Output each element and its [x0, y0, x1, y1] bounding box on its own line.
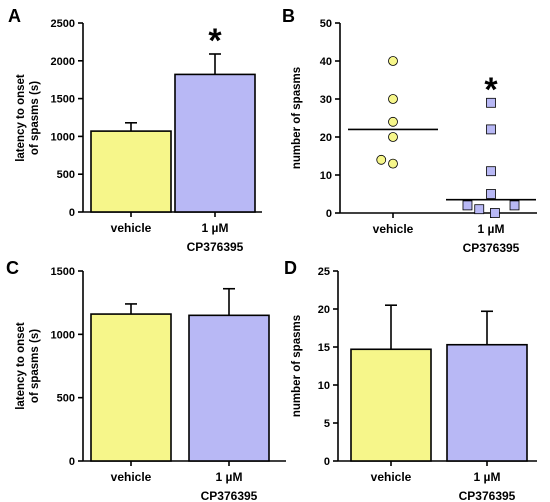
- y-tick-label-d: 5: [324, 418, 330, 430]
- chart-panel-c: 0 500 1000 1500 latency to onset of spasms (s…: [15, 266, 286, 502]
- x-tick-sublabel-b: CP376395: [463, 241, 520, 255]
- y-tick-label-c: 1500: [51, 266, 75, 278]
- chart-panel-a: 0 500 1000 1500 2000 2500 latency to onset of s…: [15, 18, 262, 254]
- y-tick-label-c: 0: [69, 456, 75, 468]
- significance-marker-b: *: [484, 71, 498, 109]
- bar-d: [350, 348, 432, 462]
- panel-letter-b: B: [282, 6, 295, 26]
- y-tick-label-d: 0: [324, 456, 330, 468]
- y-axis-label-d: number of spasms: [291, 315, 303, 417]
- data-point-b: [388, 132, 398, 142]
- y-axis-label-b: number of spasms: [291, 67, 303, 169]
- data-point-b: [486, 97, 496, 108]
- y-tick-label-b: 10: [320, 170, 332, 182]
- bar-c: [188, 314, 270, 462]
- panel-letter-d: D: [284, 258, 297, 278]
- data-point-b: [388, 94, 398, 104]
- y-tick-label-d: 15: [318, 342, 330, 354]
- x-tick-label-a: 1 µM: [202, 221, 229, 235]
- y-tick-label-a: 2500: [51, 18, 75, 30]
- x-tick-sublabel-a: CP376395: [187, 240, 244, 254]
- data-point-b: [376, 154, 387, 165]
- y-tick-label-b: 40: [320, 56, 332, 68]
- y-tick-label-a: 500: [57, 169, 75, 181]
- bar-a: [90, 130, 172, 213]
- data-point-b: [486, 166, 496, 177]
- x-tick-sublabel-d: CP376395: [459, 489, 516, 502]
- y-axis-label-a: of spasms (s): [29, 81, 41, 155]
- data-point-b: [388, 56, 398, 66]
- x-tick-label-b: 1 µM: [478, 222, 505, 236]
- x-tick-label-d: vehicle: [371, 470, 412, 484]
- y-tick-label-b: 20: [320, 132, 332, 144]
- y-tick-label-d: 10: [318, 380, 330, 392]
- y-tick-label-b: 50: [320, 18, 332, 30]
- y-tick-label-d: 20: [318, 304, 330, 316]
- data-point-b: [462, 200, 473, 211]
- chart-panel-d: 0 5 10 15 20 25 number of spasms vehicle 1 µM CP3…: [291, 266, 537, 502]
- y-tick-label-a: 1000: [51, 131, 75, 143]
- data-point-b: [509, 200, 520, 211]
- data-point-b: [490, 208, 500, 218]
- y-tick-label-a: 0: [69, 207, 75, 219]
- bar-d: [446, 343, 528, 462]
- y-tick-label-a: 1500: [51, 94, 75, 106]
- y-axis-label-a: latency to onset: [15, 74, 27, 162]
- panel-letter-c: C: [6, 258, 19, 278]
- x-tick-label-c: vehicle: [111, 470, 152, 484]
- y-tick-label-c: 500: [57, 393, 75, 405]
- y-tick-label-b: 0: [326, 208, 332, 220]
- data-point-b: [388, 158, 398, 169]
- bar-c: [90, 313, 172, 462]
- x-tick-sublabel-c: CP376395: [201, 489, 258, 502]
- data-point-b: [474, 204, 485, 215]
- y-axis-label-c: latency to onset: [15, 322, 27, 410]
- bar-a: [174, 73, 256, 213]
- y-tick-label-b: 30: [320, 94, 332, 106]
- x-tick-label-a: vehicle: [111, 221, 152, 235]
- y-tick-label-d: 25: [318, 266, 330, 278]
- x-tick-label-c: 1 µM: [216, 470, 243, 484]
- y-tick-label-a: 2000: [51, 56, 75, 68]
- x-tick-label-d: 1 µM: [474, 470, 501, 484]
- data-point-b: [486, 124, 496, 135]
- y-axis-label-c: of spasms (s): [29, 329, 41, 403]
- x-tick-label-b: vehicle: [373, 222, 414, 236]
- panel-letter-a: A: [8, 6, 21, 26]
- significance-marker-a: *: [208, 22, 222, 60]
- data-point-b: [388, 116, 398, 127]
- y-tick-label-c: 1000: [51, 329, 75, 341]
- chart-panel-b: 0 10 20 30 40 50 number of spasms vehicle 1 µM CP…: [291, 18, 537, 255]
- data-point-b: [486, 189, 496, 199]
